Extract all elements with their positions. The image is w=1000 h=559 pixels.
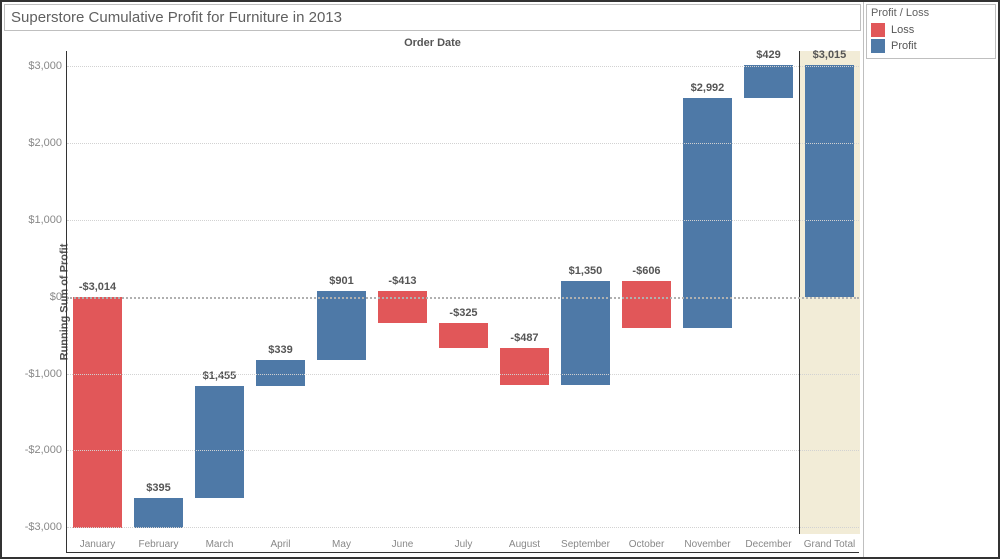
legend: Profit / Loss Loss Profit bbox=[866, 4, 996, 59]
bar-value-label: -$487 bbox=[500, 332, 549, 344]
x-category-label: April bbox=[250, 539, 311, 550]
x-category-label: February bbox=[128, 539, 189, 550]
x-category-label: September bbox=[555, 539, 616, 550]
y-tick-label: $2,000 bbox=[28, 137, 62, 149]
x-category-label: May bbox=[311, 539, 372, 550]
x-category-label: October bbox=[616, 539, 677, 550]
bar-value-label: -$413 bbox=[378, 275, 427, 287]
bar-value-label: $1,350 bbox=[561, 265, 610, 277]
waterfall-bar[interactable]: -$413 bbox=[378, 291, 427, 323]
legend-item[interactable]: Profit bbox=[871, 38, 991, 54]
legend-swatch bbox=[871, 23, 885, 37]
legend-panel: Profit / Loss Loss Profit bbox=[863, 2, 998, 557]
bar-value-label: $1,455 bbox=[195, 370, 244, 382]
bar-value-label: $3,015 bbox=[805, 49, 854, 61]
waterfall-bar[interactable]: $429 bbox=[744, 65, 793, 98]
bar-value-label: $901 bbox=[317, 275, 366, 287]
x-category-label: June bbox=[372, 539, 433, 550]
waterfall-bar[interactable]: $395 bbox=[134, 498, 183, 528]
legend-label: Loss bbox=[891, 24, 914, 36]
bar-value-label: -$606 bbox=[622, 265, 671, 277]
y-tick-label: -$3,000 bbox=[25, 521, 62, 533]
bar-value-label: -$3,014 bbox=[73, 281, 122, 293]
legend-label: Profit bbox=[891, 40, 917, 52]
grid-line bbox=[67, 220, 859, 221]
x-category-label: July bbox=[433, 539, 494, 550]
x-category-label: Grand Total bbox=[799, 539, 860, 550]
bar-value-label: -$325 bbox=[439, 307, 488, 319]
x-category-label: January bbox=[67, 539, 128, 550]
waterfall-bar[interactable]: -$606 bbox=[622, 281, 671, 328]
x-category-label: December bbox=[738, 539, 799, 550]
app-frame: Superstore Cumulative Profit for Furnitu… bbox=[0, 0, 1000, 559]
waterfall-bar[interactable]: -$487 bbox=[500, 348, 549, 385]
zero-line bbox=[67, 297, 859, 299]
chart-title: Superstore Cumulative Profit for Furnitu… bbox=[4, 4, 861, 31]
bar-value-label: $2,992 bbox=[683, 82, 732, 94]
y-axis-ticks: $3,000 $2,000 $1,000 $0 -$1,000 -$2,000 -$3,00… bbox=[24, 51, 66, 553]
legend-item[interactable]: Loss bbox=[871, 22, 991, 38]
y-tick-label: -$1,000 bbox=[25, 368, 62, 380]
y-tick-label: $1,000 bbox=[28, 214, 62, 226]
chart-panel: Superstore Cumulative Profit for Furnitu… bbox=[2, 2, 863, 557]
x-category-label: August bbox=[494, 539, 555, 550]
legend-swatch bbox=[871, 39, 885, 53]
legend-title: Profit / Loss bbox=[871, 7, 991, 22]
waterfall-bar[interactable]: $901 bbox=[317, 291, 366, 360]
bar-value-label: $339 bbox=[256, 344, 305, 356]
grid-line bbox=[67, 66, 859, 67]
bar-value-label: $429 bbox=[744, 49, 793, 61]
y-tick-label: -$2,000 bbox=[25, 444, 62, 456]
x-category-label: November bbox=[677, 539, 738, 550]
x-category-label: March bbox=[189, 539, 250, 550]
waterfall-total-bar[interactable]: $3,015 bbox=[805, 65, 854, 297]
waterfall-bar[interactable]: $1,455 bbox=[195, 386, 244, 498]
plot-wrap: Running Sum of Profit $3,000$2,000$1,000… bbox=[6, 51, 859, 553]
grid-line bbox=[67, 450, 859, 451]
grid-line bbox=[67, 374, 859, 375]
x-axis-title: Order Date bbox=[2, 33, 863, 51]
bar-value-label: $395 bbox=[134, 482, 183, 494]
waterfall-bar[interactable]: $2,992 bbox=[683, 98, 732, 328]
y-tick-label: $0 bbox=[50, 291, 62, 303]
plot-area[interactable]: -$3,014 $395 $1,455 $339 $901 -$413 -$325 -$487… bbox=[66, 51, 859, 553]
grid-line bbox=[67, 143, 859, 144]
grid-line bbox=[67, 527, 859, 528]
waterfall-bar[interactable]: -$325 bbox=[439, 323, 488, 348]
y-tick-label: $3,000 bbox=[28, 60, 62, 72]
waterfall-bar[interactable]: -$3,014 bbox=[73, 297, 122, 529]
